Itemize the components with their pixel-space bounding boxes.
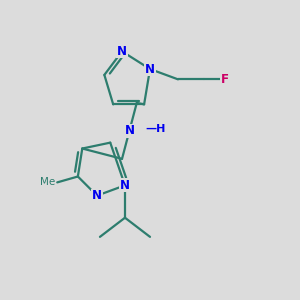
Text: N: N: [145, 62, 155, 76]
Text: —H: —H: [146, 124, 166, 134]
Text: Me: Me: [40, 177, 55, 188]
Text: N: N: [117, 45, 127, 58]
Text: F: F: [221, 73, 229, 86]
Text: N: N: [124, 124, 134, 137]
Text: N: N: [92, 189, 102, 202]
Text: N: N: [120, 179, 130, 192]
